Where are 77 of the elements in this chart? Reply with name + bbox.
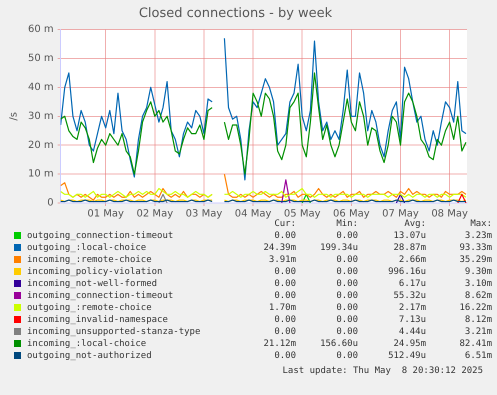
x-tick-label: 08 May (431, 208, 468, 220)
legend-label: incoming_policy-violation (26, 266, 164, 278)
text: 1.70m (268, 302, 296, 314)
text: 0.00 (273, 266, 296, 278)
y-tick-label: 60 m (28, 24, 54, 36)
text: 55.32u (392, 290, 426, 302)
text: 35.29m (458, 254, 492, 266)
text: 0.00 (335, 230, 358, 242)
text: Last update: Thu May 8 20:30:12 2025 (282, 366, 483, 376)
text: 24.95m (392, 338, 426, 350)
text: 8.62m (464, 290, 492, 302)
text: 0.00 (335, 290, 358, 302)
text: 0.00 (273, 290, 296, 302)
text: 3.23m (464, 230, 492, 242)
x-tick-label: 06 May (333, 208, 370, 220)
text: 2.66m (398, 254, 426, 266)
text: 156.60u (319, 338, 358, 350)
text: 93.33m (458, 242, 492, 254)
text: 0.00 (335, 254, 358, 266)
text: 28.87m (392, 242, 426, 254)
text: 9.30m (464, 266, 492, 278)
text: 3.10m (464, 278, 492, 290)
y-tick-label: 10 m (28, 168, 54, 180)
chart-title: Closed connections - by week (138, 6, 333, 22)
text: 6.51m (464, 350, 492, 362)
text: 4.44u (398, 326, 426, 338)
text: Min: (335, 219, 358, 230)
x-tick-label: 01 May (87, 208, 124, 220)
text: Cur: (273, 218, 296, 230)
text: 0.00 (335, 278, 358, 290)
text: 13.07u (392, 230, 426, 242)
text: 8.12m (464, 314, 492, 326)
x-tick-label: 07 May (382, 208, 419, 220)
text: 0.00 (273, 326, 296, 338)
text: Max: (469, 218, 492, 230)
legend-label: incoming_not-well-formed (26, 278, 158, 290)
text: 0.00 (273, 350, 296, 362)
y-tick-label: 40 m (28, 82, 54, 93)
text: Avg: (403, 219, 426, 230)
text: 199.34u (319, 242, 358, 254)
legend-label: outgoing_:local-choice (26, 242, 148, 254)
text: 512.49u (387, 350, 426, 362)
legend-label: incoming_:remote-choice (26, 254, 153, 266)
text: 0.00 (335, 326, 358, 338)
x-tick-label: 05 May (284, 208, 321, 220)
text: 0.00 (335, 314, 358, 326)
y-tick-label: 50 m (28, 53, 54, 64)
text: 996.16u (387, 266, 426, 278)
legend-label: incoming_invalid-namespace (26, 314, 169, 326)
x-tick-label: 04 May (234, 208, 272, 220)
y-tick-label: 20 m (28, 140, 54, 151)
y-axis-title: /s (8, 112, 20, 121)
text: 82.41m (458, 338, 492, 350)
text: 3.91m (268, 254, 296, 266)
text: 24.39m (262, 242, 296, 254)
text: 21.12m (262, 338, 296, 350)
y-tick-label: 30 m (28, 110, 54, 122)
x-tick-label: 02 May (136, 208, 174, 220)
legend-label: incoming_unsupported-stanza-type (26, 326, 202, 338)
text: 0.00 (273, 230, 296, 242)
legend-label: outgoing_:remote-choice (26, 302, 153, 314)
text: 6.17u (398, 278, 426, 290)
legend-label: outgoing_not-authorized (26, 350, 153, 362)
text: 3.21m (464, 326, 492, 338)
text: 7.13u (398, 314, 426, 326)
text: 0.00 (335, 266, 358, 278)
x-tick-label: 03 May (186, 208, 222, 220)
text: 0.00 (273, 278, 296, 290)
legend-label: incoming_:local-choice (26, 338, 148, 350)
text: 2.17m (398, 302, 426, 314)
text: 16.22m (458, 302, 492, 314)
y-tick-label: 0 (47, 198, 54, 209)
legend-label: outgoing_connection-timeout (26, 230, 174, 242)
text: 0.00 (335, 302, 358, 314)
legend-label: incoming_connection-timeout (26, 290, 174, 302)
text: 0.00 (273, 314, 296, 326)
text: 0.00 (335, 350, 358, 362)
